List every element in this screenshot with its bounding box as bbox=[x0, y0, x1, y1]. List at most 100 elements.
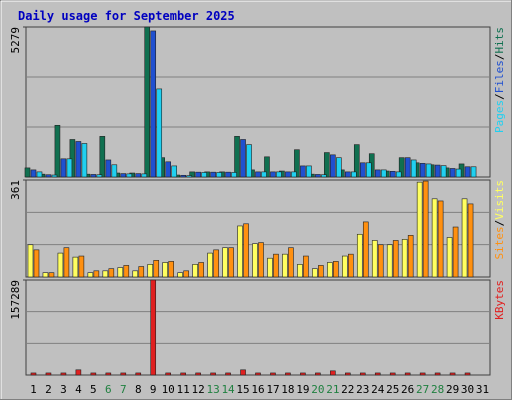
bar bbox=[255, 372, 261, 376]
bar bbox=[27, 244, 34, 278]
bar bbox=[461, 198, 468, 278]
bar bbox=[422, 180, 429, 278]
bar bbox=[371, 240, 378, 278]
x-tick-label: 27 bbox=[416, 383, 429, 396]
x-tick-label: 16 bbox=[251, 383, 264, 396]
bar bbox=[171, 165, 177, 178]
bar bbox=[392, 240, 399, 278]
bar bbox=[270, 372, 276, 376]
bar bbox=[374, 372, 381, 376]
bar bbox=[105, 159, 112, 178]
bar bbox=[90, 372, 97, 376]
bar bbox=[228, 247, 234, 278]
legend-entry: KBytes bbox=[493, 280, 506, 320]
legend-separator: / bbox=[493, 93, 506, 100]
bar bbox=[264, 156, 270, 178]
bar bbox=[195, 171, 201, 178]
bar bbox=[225, 171, 231, 178]
bar bbox=[294, 149, 300, 178]
bar bbox=[30, 372, 37, 376]
bar bbox=[111, 164, 118, 178]
bar bbox=[93, 270, 100, 278]
bar bbox=[60, 372, 67, 376]
bar bbox=[24, 167, 31, 178]
bar bbox=[306, 165, 312, 178]
legend-entry: Visits bbox=[493, 180, 506, 220]
bar bbox=[324, 152, 330, 178]
bar bbox=[183, 270, 189, 278]
bar bbox=[135, 372, 142, 376]
bar bbox=[30, 169, 37, 178]
x-tick-label: 31 bbox=[476, 383, 489, 396]
legend-entry: Files bbox=[493, 60, 506, 93]
bar bbox=[138, 266, 145, 278]
bar bbox=[45, 372, 52, 376]
bar bbox=[216, 172, 222, 178]
bar bbox=[36, 171, 43, 178]
bar bbox=[123, 265, 130, 278]
x-tick-label: 2 bbox=[45, 383, 52, 396]
bar bbox=[198, 262, 204, 278]
x-tick-label: 7 bbox=[120, 383, 127, 396]
bar bbox=[222, 247, 228, 278]
bar bbox=[315, 174, 321, 178]
bar bbox=[353, 144, 360, 178]
bar bbox=[285, 171, 291, 178]
x-tick-label: 29 bbox=[446, 383, 459, 396]
bar bbox=[48, 272, 55, 278]
legend: KBytes bbox=[493, 280, 506, 320]
bar bbox=[327, 262, 333, 278]
bar bbox=[282, 253, 288, 278]
bar bbox=[237, 225, 243, 278]
x-tick-label: 17 bbox=[266, 383, 279, 396]
x-tick-label: 10 bbox=[162, 383, 175, 396]
bar bbox=[78, 255, 85, 278]
bar bbox=[165, 161, 171, 178]
bar bbox=[333, 261, 339, 278]
legend: Pages/Files/Hits bbox=[493, 27, 506, 133]
bar bbox=[404, 372, 411, 376]
bar bbox=[240, 139, 246, 178]
bar bbox=[255, 171, 261, 178]
bar bbox=[356, 233, 363, 278]
bar bbox=[180, 372, 186, 376]
bar bbox=[467, 203, 474, 278]
bar bbox=[54, 124, 61, 178]
bar bbox=[210, 171, 216, 178]
bar bbox=[359, 162, 366, 178]
bar bbox=[195, 372, 201, 376]
bar bbox=[60, 158, 67, 178]
bar bbox=[452, 226, 459, 278]
x-tick-label: 8 bbox=[135, 383, 142, 396]
bar bbox=[177, 272, 183, 278]
bar bbox=[285, 372, 291, 376]
bar bbox=[342, 255, 348, 278]
bar bbox=[345, 171, 351, 178]
bar bbox=[288, 247, 294, 278]
bar bbox=[348, 253, 354, 278]
bar bbox=[231, 172, 237, 178]
bar bbox=[75, 141, 82, 178]
bar bbox=[66, 158, 73, 178]
bar bbox=[33, 249, 40, 278]
x-tick-label: 22 bbox=[341, 383, 354, 396]
bar bbox=[234, 136, 240, 178]
bar bbox=[389, 372, 396, 376]
bar bbox=[359, 372, 366, 376]
bar bbox=[365, 162, 372, 178]
bar bbox=[437, 200, 444, 278]
bar bbox=[144, 26, 151, 178]
bar bbox=[63, 247, 70, 278]
bar bbox=[351, 171, 357, 178]
bar bbox=[407, 235, 414, 278]
y-tick-label: 5279 bbox=[9, 27, 22, 54]
bar bbox=[267, 257, 273, 278]
x-tick-label: 20 bbox=[311, 383, 324, 396]
bar bbox=[464, 166, 471, 178]
bar bbox=[389, 171, 396, 178]
bar bbox=[141, 173, 148, 178]
x-tick-label: 19 bbox=[296, 383, 309, 396]
bar bbox=[72, 256, 79, 278]
bar bbox=[75, 369, 82, 376]
bar bbox=[153, 260, 160, 278]
